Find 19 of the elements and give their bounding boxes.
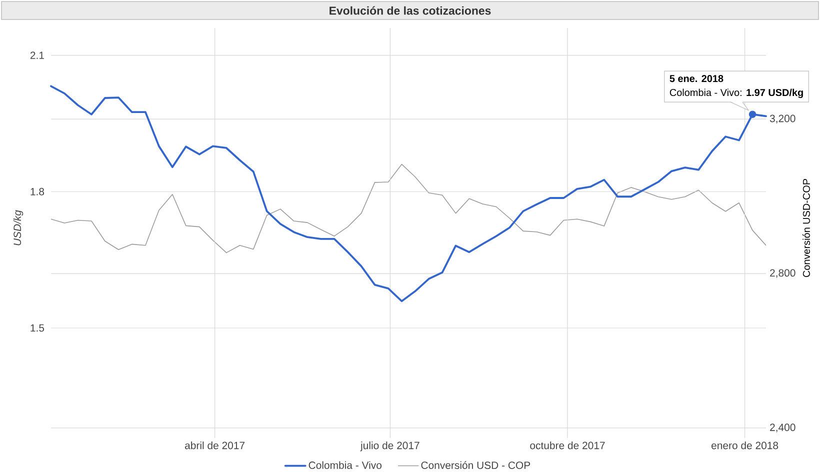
line-series bbox=[51, 164, 766, 254]
line-series bbox=[50, 85, 767, 302]
chart-title: Evolución de las cotizaciones bbox=[330, 6, 491, 15]
y2-axis-title: Conversión USD-COP bbox=[802, 178, 810, 278]
annotation: 5 ene. 2018 bbox=[670, 75, 724, 82]
x-tick-label: abril de 2017 bbox=[185, 442, 245, 450]
x-tick-label: octubre de 2017 bbox=[530, 442, 605, 450]
y2-tick-label: 2,400 bbox=[770, 424, 796, 432]
legend-label: Conversión USD - COP bbox=[421, 461, 530, 469]
y-tick-label: 1.5 bbox=[30, 324, 44, 332]
x-tick-label: enero de 2018 bbox=[712, 442, 778, 450]
y-tick-label: 2.1 bbox=[30, 52, 44, 59]
legend-label: Colombia - Vivo bbox=[308, 461, 382, 469]
annotation: Colombia - Vivo: 1.97 USD/kg bbox=[670, 88, 803, 98]
y-axis-title: USD/kg bbox=[13, 210, 24, 246]
y2-tick-label: 3,200 bbox=[770, 114, 796, 124]
x-tick-label: julio de 2017 bbox=[360, 442, 420, 452]
y2-tick-label: 2,800 bbox=[770, 269, 796, 278]
y-tick-label: 1.8 bbox=[30, 188, 44, 196]
